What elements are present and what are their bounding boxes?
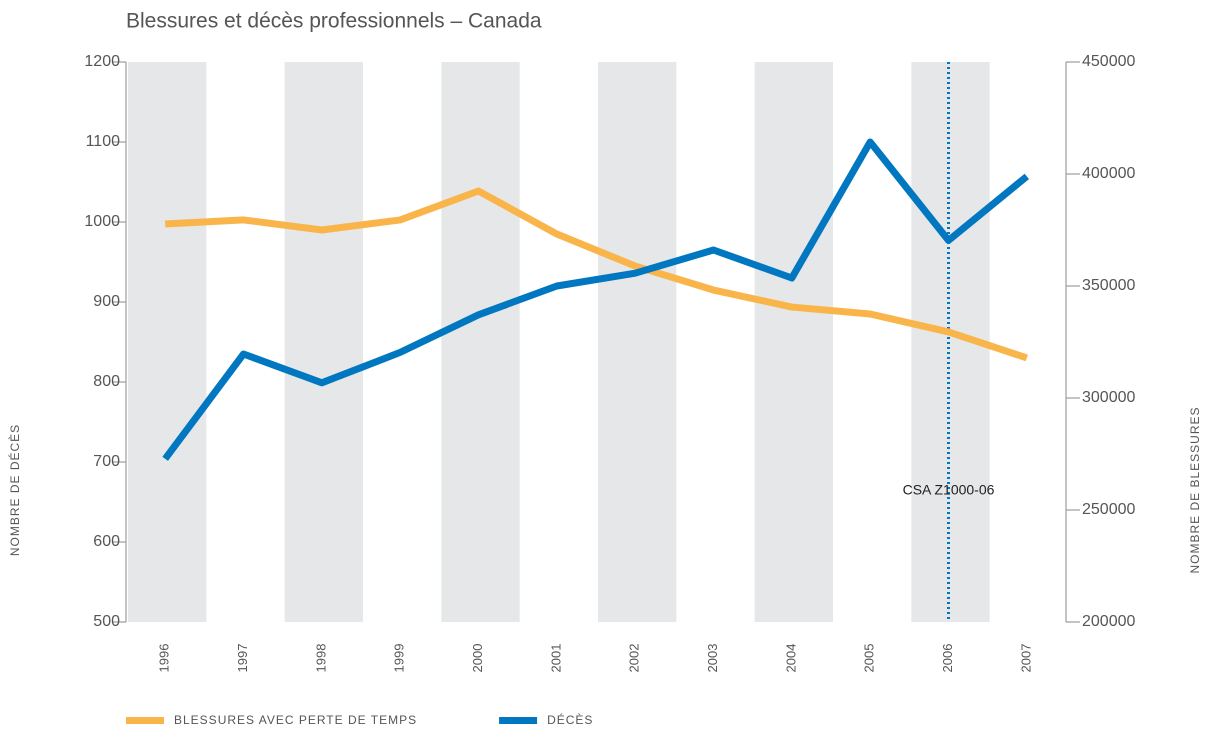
x-tick-label: 2006 [940,644,955,673]
legend-label: BLESSURES AVEC PERTE DE TEMPS [174,713,417,727]
legend-swatch [499,717,538,724]
y-axis-label: NOMBRE DE DÉCÈS [7,424,22,556]
x-tick-label: 2003 [705,644,720,673]
y2-tick-label: 300000 [1082,389,1135,406]
y-tick-label: 1000 [84,213,120,230]
chart-title: Blessures et décès professionnels – Cana… [126,10,542,33]
x-tick-label: 2005 [862,644,877,673]
y-tick-label: 800 [93,373,120,390]
y2-tick-label: 350000 [1082,277,1135,294]
x-tick-label: 1996 [157,644,172,673]
band [441,62,520,622]
annotation-label: CSA Z1000-06 [903,482,995,498]
y-tick-label: 700 [93,453,120,470]
band [128,62,207,622]
y-tick-label: 1100 [86,133,121,150]
y2-tick-label: 250000 [1082,501,1135,518]
x-tick-label: 2002 [627,644,642,673]
y2-tick-label: 200000 [1082,613,1135,630]
y2-tick-label: 400000 [1082,165,1135,182]
y-tick-label: 500 [93,613,120,630]
line-series [162,138,1030,461]
x-tick-label: 1997 [235,644,250,673]
x-tick-label: 1999 [392,644,407,673]
y-tick-label: 600 [93,533,120,550]
line-series [164,187,1028,362]
x-tick-label: 2004 [783,644,798,673]
y-tick-label: 900 [93,293,120,310]
x-tick-label: 2001 [548,644,563,673]
band [754,62,833,622]
y-tick-label: 1200 [84,53,120,70]
x-tick-label: 2007 [1018,644,1033,673]
x-tick-label: 2000 [470,644,485,673]
band [598,62,677,622]
band [284,62,363,622]
x-tick-label: 1998 [313,644,328,673]
y2-tick-label: 450000 [1082,53,1135,70]
legend-label: DÉCÈS [547,712,593,727]
legend-swatch [126,717,164,724]
y2-axis-label: NOMBRE DE BLESSURES [1188,406,1202,573]
